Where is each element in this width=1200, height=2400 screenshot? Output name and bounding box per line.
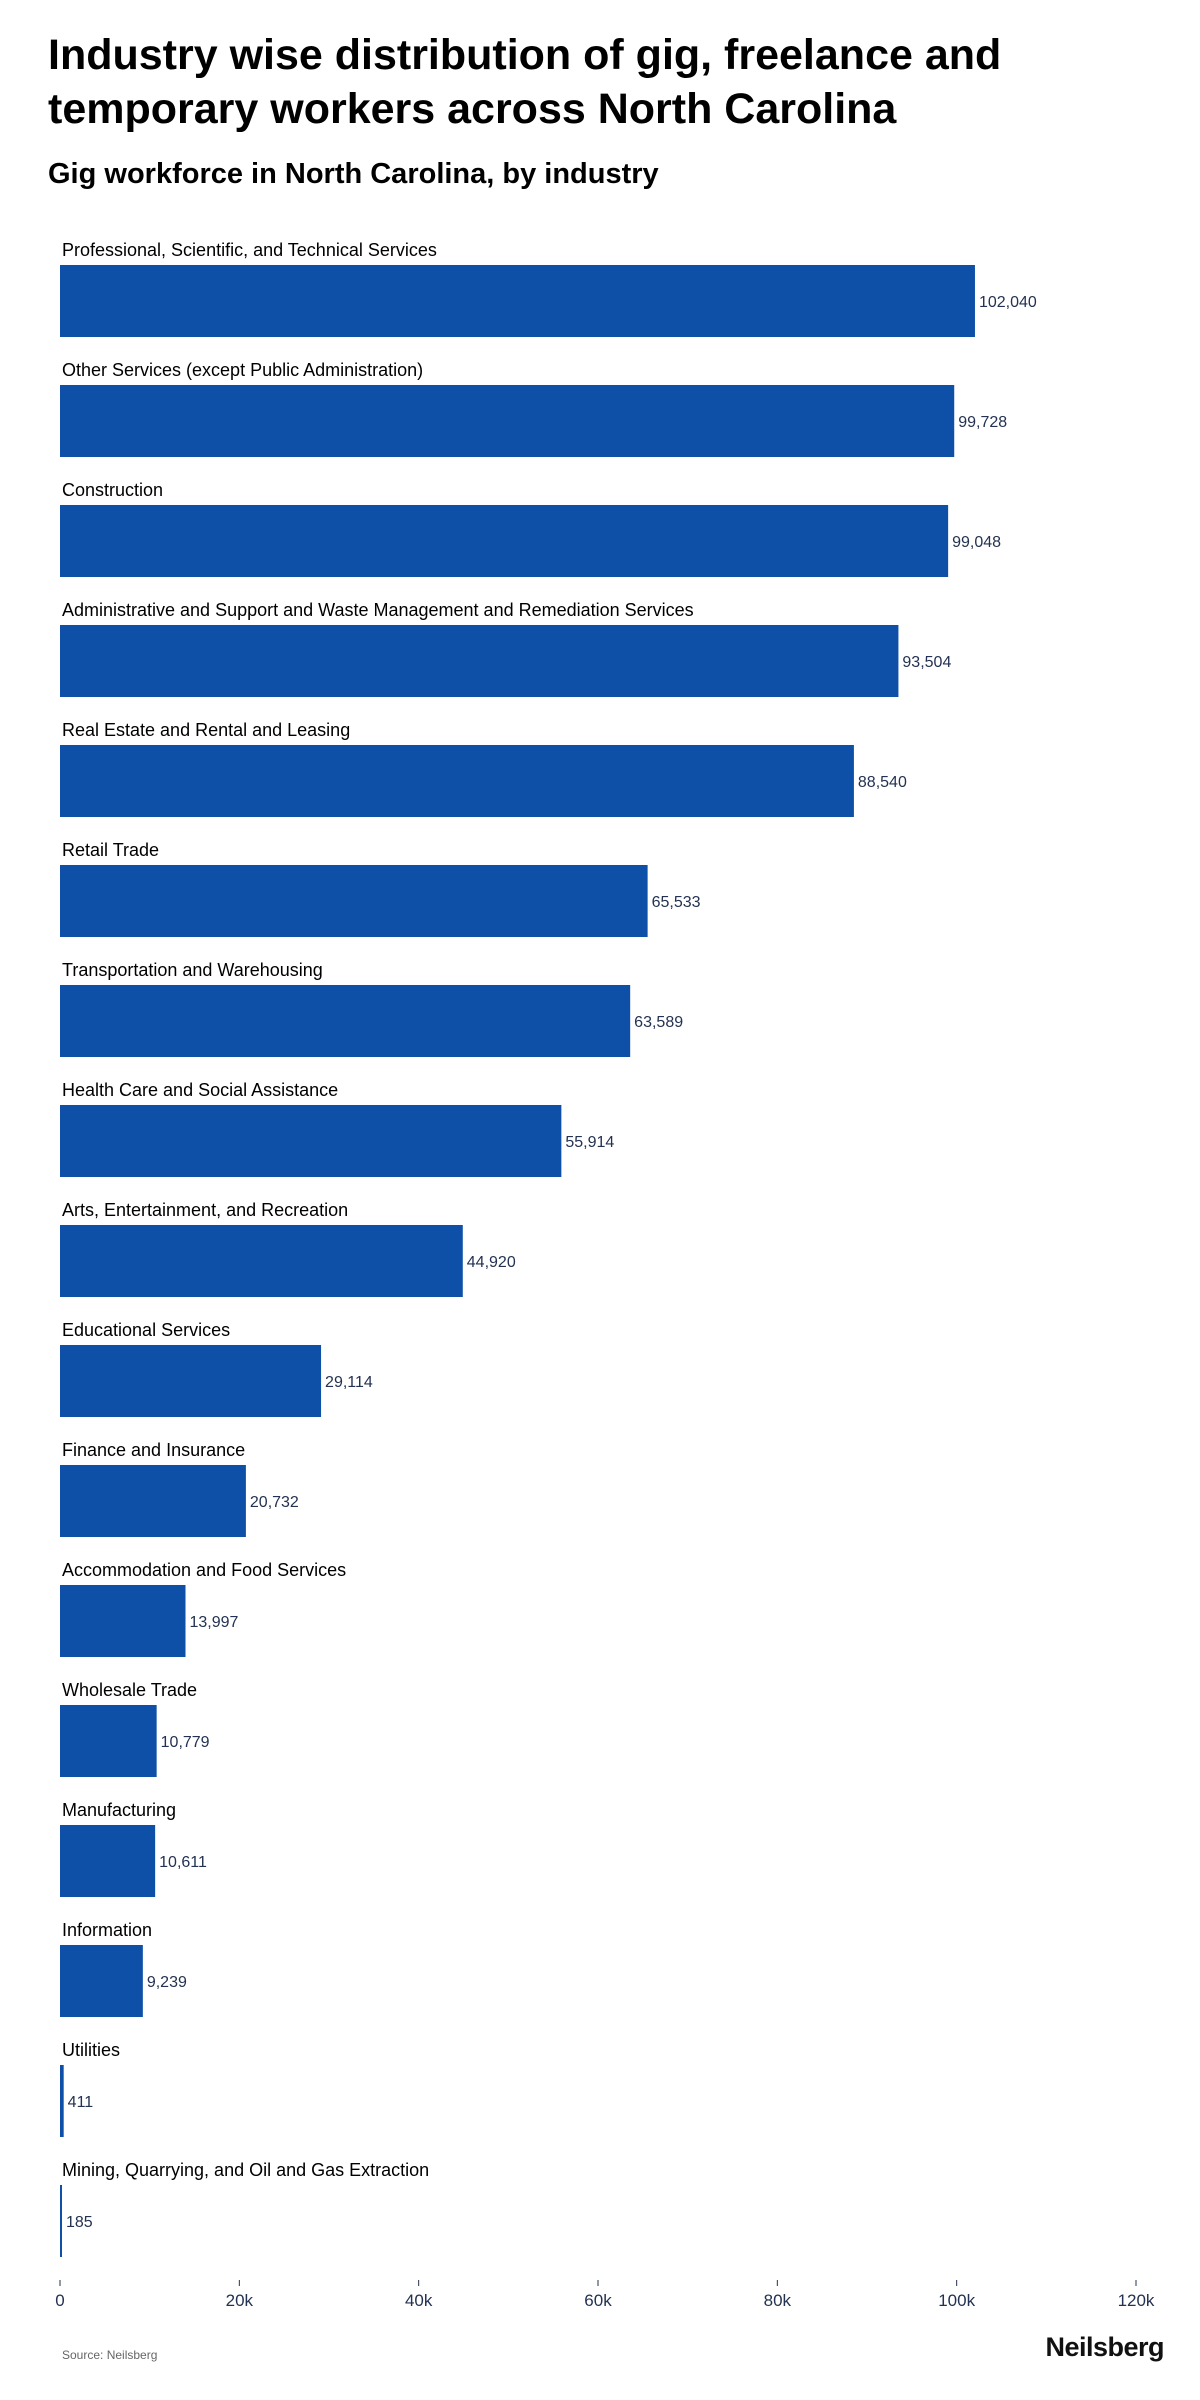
category-label: Health Care and Social Assistance (62, 1080, 338, 1100)
bar (60, 385, 955, 457)
bar (60, 1225, 463, 1297)
bar (60, 745, 854, 817)
brand-logo: Neilsberg (1045, 2332, 1164, 2362)
category-label: Information (62, 1920, 152, 1940)
value-label: 88,540 (858, 774, 907, 791)
category-label: Finance and Insurance (62, 1440, 245, 1460)
category-label: Manufacturing (62, 1800, 176, 1820)
bar (60, 625, 899, 697)
x-tick-label: 80k (764, 2291, 792, 2310)
value-label: 20,732 (250, 1494, 299, 1511)
value-label: 185 (66, 2214, 93, 2231)
value-label: 29,114 (325, 1374, 373, 1391)
category-label: Accommodation and Food Services (62, 1560, 346, 1580)
value-label: 411 (68, 2094, 94, 2111)
bar (60, 1945, 143, 2017)
category-label: Utilities (62, 2040, 120, 2060)
bar (60, 1825, 156, 1897)
bar (60, 265, 975, 337)
bar (60, 505, 949, 577)
category-label: Construction (62, 480, 163, 500)
x-tick-label: 40k (405, 2291, 433, 2310)
category-label: Professional, Scientific, and Technical … (62, 240, 437, 260)
category-label: Retail Trade (62, 840, 159, 860)
value-label: 93,504 (902, 654, 951, 671)
chart-title: Industry wise distribution of gig, freel… (48, 31, 1002, 133)
category-label: Real Estate and Rental and Leasing (62, 720, 350, 740)
category-label: Educational Services (62, 1320, 230, 1340)
bar (60, 2065, 64, 2137)
category-label: Arts, Entertainment, and Recreation (62, 1200, 348, 1220)
source-note: Source: Neilsberg (62, 2348, 158, 2362)
x-tick-label: 0 (55, 2291, 64, 2310)
value-label: 65,533 (652, 894, 701, 911)
bar (60, 1105, 562, 1177)
bar (60, 1705, 157, 1777)
x-tick-label: 20k (226, 2291, 254, 2310)
bar (60, 1345, 322, 1417)
bar (60, 865, 648, 937)
x-tick-label: 60k (584, 2291, 612, 2310)
category-label: Mining, Quarrying, and Oil and Gas Extra… (62, 2160, 429, 2180)
bar (60, 985, 631, 1057)
category-label: Other Services (except Public Administra… (62, 360, 423, 380)
category-label: Wholesale Trade (62, 1680, 197, 1700)
value-label: 13,997 (190, 1614, 239, 1631)
value-label: 44,920 (467, 1254, 516, 1271)
value-label: 99,728 (958, 414, 1007, 431)
chart-subtitle: Gig workforce in North Carolina, by indu… (48, 158, 659, 190)
value-label: 99,048 (952, 534, 1001, 551)
value-label: 10,611 (159, 1854, 207, 1871)
x-tick-label: 120k (1118, 2291, 1155, 2310)
category-label: Administrative and Support and Waste Man… (62, 600, 694, 620)
value-label: 102,040 (979, 294, 1037, 311)
bar (60, 1585, 186, 1657)
x-tick-label: 100k (938, 2291, 975, 2310)
value-label: 55,914 (565, 1134, 614, 1151)
bar (60, 2185, 62, 2257)
value-label: 63,589 (634, 1014, 683, 1031)
value-label: 10,779 (161, 1734, 210, 1751)
bar (60, 1465, 246, 1537)
category-label: Transportation and Warehousing (62, 960, 323, 980)
value-label: 9,239 (147, 1974, 187, 1991)
